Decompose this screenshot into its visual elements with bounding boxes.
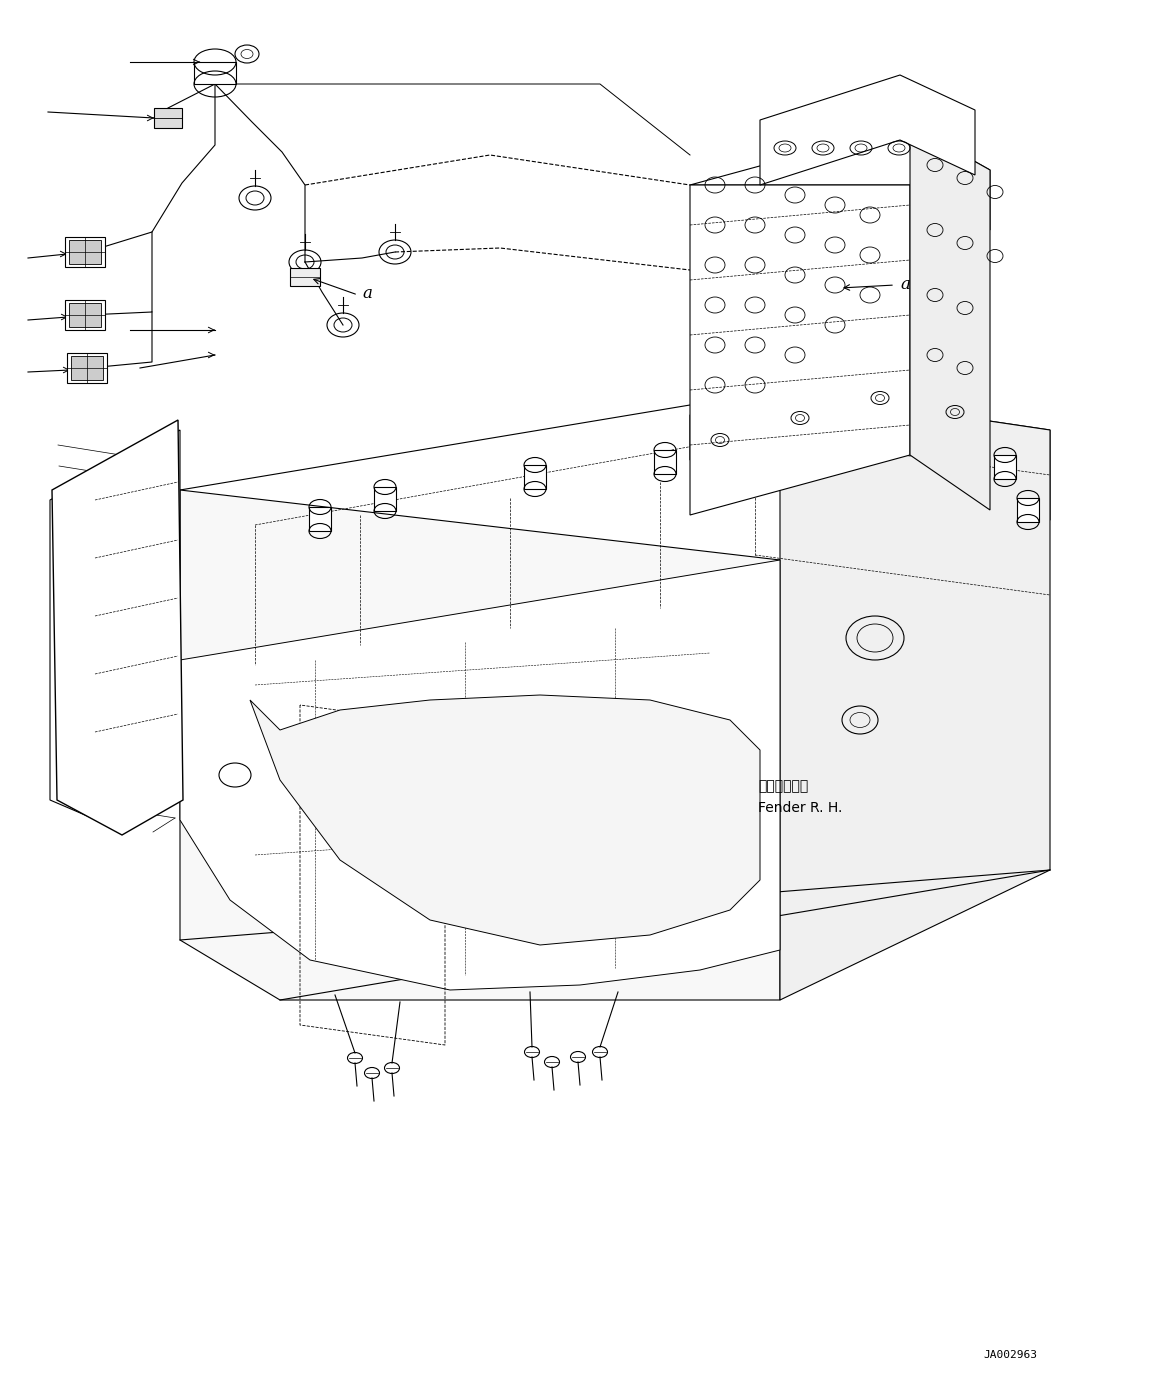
Bar: [290, 269, 320, 286]
Bar: [69, 303, 101, 326]
Bar: [654, 450, 676, 474]
Polygon shape: [50, 430, 180, 830]
Polygon shape: [780, 390, 1050, 1000]
Bar: [154, 107, 181, 128]
Bar: [67, 353, 107, 383]
Polygon shape: [909, 125, 990, 509]
Polygon shape: [52, 420, 183, 834]
Bar: [374, 487, 395, 511]
Polygon shape: [690, 185, 909, 515]
Text: a: a: [900, 275, 909, 293]
Polygon shape: [690, 355, 985, 460]
Bar: [309, 507, 331, 532]
Polygon shape: [180, 560, 780, 990]
Text: Fender R. H.: Fender R. H.: [758, 801, 842, 815]
Text: フェンダ　右: フェンダ 右: [758, 779, 808, 793]
Bar: [71, 357, 104, 380]
Text: JA002963: JA002963: [983, 1349, 1037, 1360]
Bar: [65, 300, 105, 330]
Polygon shape: [759, 74, 975, 185]
Bar: [69, 240, 101, 264]
Bar: [65, 237, 105, 267]
Bar: [1016, 498, 1039, 522]
Bar: [994, 454, 1016, 479]
Polygon shape: [180, 390, 1050, 660]
Polygon shape: [690, 125, 990, 230]
Bar: [194, 62, 236, 84]
Text: a: a: [362, 285, 372, 302]
Bar: [525, 465, 545, 489]
Polygon shape: [180, 490, 780, 1000]
Polygon shape: [250, 695, 759, 945]
